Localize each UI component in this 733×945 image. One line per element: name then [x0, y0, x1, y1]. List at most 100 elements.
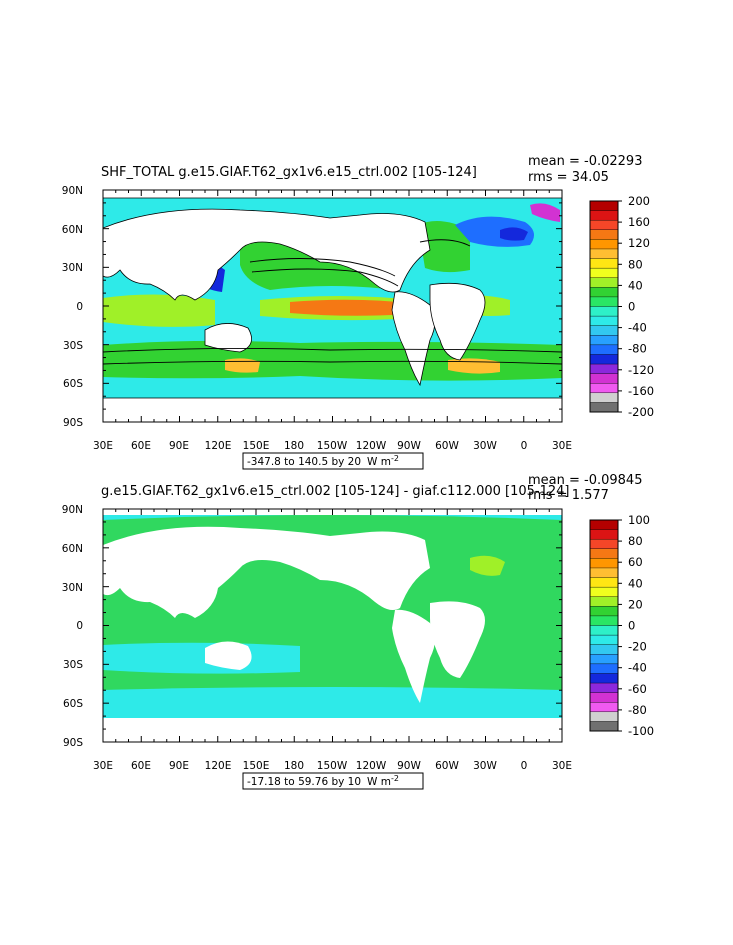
- panel-1-y-tick-label: 60N: [62, 224, 83, 236]
- colorbar-label: -200: [628, 405, 654, 419]
- colorbar-swatch: [589, 219, 619, 231]
- panel-2-map: [103, 509, 562, 742]
- panel-2-y-tick-label: 60N: [62, 543, 83, 555]
- colorbar-swatch: [589, 654, 619, 665]
- panel-1-contour-a: [249, 258, 396, 277]
- panel-1-rms: rms = 34.05: [528, 170, 609, 185]
- panel-2-colorbar: 100 80 60 40 20 0 -20 -40 -60 -80 -100: [589, 513, 654, 738]
- colorbar-swatch: [589, 721, 619, 732]
- panel-2-x-tick-label: 180: [284, 760, 304, 772]
- colorbar-label: 160: [628, 215, 650, 229]
- panel-1-units: W m: [367, 456, 391, 468]
- colorbar-label: 100: [628, 513, 650, 527]
- colorbar-label: 0: [628, 300, 635, 314]
- panel-1-x-tick-label: 30E: [93, 440, 113, 452]
- panel-2-x-tick-label: 90W: [397, 760, 421, 772]
- panel-1-mean: mean = -0.02293: [528, 154, 642, 169]
- panel-1-x-tick-label: 30W: [473, 440, 497, 452]
- colorbar-swatch: [589, 296, 619, 307]
- panel-1-x-tick-label: 0: [521, 440, 528, 452]
- panel-2-x-tick-label: 60W: [435, 760, 459, 772]
- colorbar-swatch: [589, 229, 619, 240]
- panel-2-africa: [430, 601, 485, 678]
- panel-1-y-tick-label: 90S: [63, 417, 83, 429]
- panel-2-units: W m: [367, 776, 391, 788]
- panel-2-y-tick-label: 30S: [63, 659, 83, 671]
- colorbar-label: -120: [628, 363, 654, 377]
- colorbar-swatch: [589, 596, 619, 607]
- colorbar-swatch: [589, 239, 619, 250]
- panel-1-colorbar: 200 160 120 80 40 0 -40 -80 -120 -160 -200: [589, 194, 654, 419]
- colorbar-label: 0: [628, 619, 635, 633]
- panel-1-contour-info-box: [242, 452, 424, 470]
- panel-1-contour-range: -347.8 to 140.5 by 20: [247, 456, 361, 468]
- panel-2-y-tick-labels: 90N 60N 30N 0 30S 60S 90S: [62, 504, 84, 749]
- colorbar-swatch: [589, 315, 619, 327]
- colorbar-label: -20: [628, 640, 647, 654]
- colorbar-swatch: [589, 529, 619, 540]
- colorbar-swatch: [589, 344, 619, 355]
- panel-2-tick-marks: [102, 508, 563, 743]
- colorbar-label: 80: [628, 257, 643, 271]
- colorbar-swatch: [589, 577, 619, 588]
- colorbar-swatch: [589, 287, 619, 298]
- panel-1-x-tick-label: 60E: [131, 440, 151, 452]
- colorbar-swatch: [589, 363, 619, 375]
- colorbar-swatch: [589, 383, 619, 394]
- panel-2-contour-info: -17.18 to 59.76 by 10 W m-2: [242, 772, 424, 790]
- panel-1-x-tick-label: 150E: [243, 440, 270, 452]
- panel-2-y-tick-label: 60S: [63, 698, 83, 710]
- colorbar-swatch: [589, 373, 619, 384]
- colorbar-swatch: [589, 335, 619, 346]
- panel-1-contour-e: [419, 239, 471, 247]
- colorbar-swatch: [589, 586, 619, 598]
- panel-1-tick-marks: [102, 189, 563, 423]
- colorbar-swatch: [589, 519, 619, 531]
- panel-2: g.e15.GIAF.T62_gx1v6.e15_ctrl.002 [105-1…: [62, 473, 654, 790]
- panel-1-x-tick-label: 90W: [397, 440, 421, 452]
- colorbar-swatch: [589, 711, 619, 722]
- colorbar-swatch: [589, 673, 619, 684]
- colorbar-swatch: [589, 692, 619, 703]
- colorbar-swatch: [589, 248, 619, 260]
- colorbar-swatch: [589, 306, 619, 317]
- colorbar-swatch: [589, 402, 619, 413]
- panel-1-y-tick-label: 90N: [62, 185, 83, 197]
- panel-1-y-tick-label: 0: [76, 301, 83, 313]
- panel-2-y-tick-label: 90N: [62, 504, 83, 516]
- colorbar-label: 80: [628, 534, 643, 548]
- panel-1-x-tick-labels: 30E 60E 90E 120E 150E 180 150W 120W 90W …: [93, 440, 572, 452]
- panel-1-contour-b: [251, 268, 399, 287]
- colorbar-swatch: [589, 325, 619, 336]
- panel-1-map: [103, 190, 562, 422]
- panel-2-x-tick-label: 120E: [205, 760, 232, 772]
- panel-1-x-tick-label: 120W: [356, 440, 387, 452]
- panel-1-north-atlantic-band: [418, 221, 470, 273]
- panel-2-rms: rms = 1.577: [528, 488, 609, 503]
- panel-1-x-tick-label: 180: [284, 440, 304, 452]
- panel-2-mean: mean = -0.09845: [528, 473, 642, 488]
- colorbar-swatch: [589, 615, 619, 627]
- colorbar-label: -40: [628, 321, 647, 335]
- colorbar-swatch: [589, 200, 619, 212]
- colorbar-label: 40: [628, 576, 643, 590]
- panel-1-equatorial-core: [290, 299, 410, 316]
- colorbar-label: -40: [628, 661, 647, 675]
- panel-2-x-tick-label: 150E: [243, 760, 270, 772]
- panel-1-x-tick-label: 90E: [169, 440, 189, 452]
- panel-1-y-tick-label: 30N: [62, 262, 83, 274]
- panel-1-eurasia-namerica-land: [103, 208, 431, 301]
- panel-2-x-tick-label: 0: [521, 760, 528, 772]
- panel-1-gulf-stream-core: [500, 227, 528, 241]
- colorbar-swatch: [589, 548, 619, 559]
- panel-2-australia: [205, 641, 252, 670]
- panel-2-y-tick-label: 90S: [63, 737, 83, 749]
- panel-2-x-tick-labels: 30E 60E 90E 120E 150E 180 150W 120W 90W …: [93, 760, 572, 772]
- colorbar-swatch: [589, 267, 619, 279]
- panel-2-x-tick-label: 30E: [93, 760, 113, 772]
- panel-1-indian-ocean-band: [103, 294, 215, 327]
- panel-2-antarctic-cyan-band: [103, 687, 562, 720]
- panel-2-x-tick-label: 30E: [552, 760, 572, 772]
- colorbar-swatch: [589, 644, 619, 655]
- colorbar-label: 120: [628, 236, 650, 250]
